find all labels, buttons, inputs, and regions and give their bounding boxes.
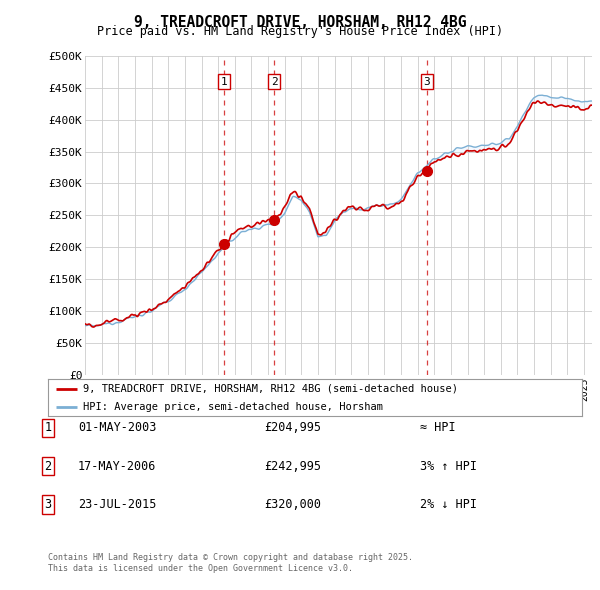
Text: 2: 2 [271,77,278,87]
Text: 23-JUL-2015: 23-JUL-2015 [78,498,157,511]
Text: £242,995: £242,995 [264,460,321,473]
Text: 01-MAY-2003: 01-MAY-2003 [78,421,157,434]
Text: 9, TREADCROFT DRIVE, HORSHAM, RH12 4BG: 9, TREADCROFT DRIVE, HORSHAM, RH12 4BG [134,15,466,30]
Text: ≈ HPI: ≈ HPI [420,421,455,434]
Text: HPI: Average price, semi-detached house, Horsham: HPI: Average price, semi-detached house,… [83,402,383,412]
Text: 3: 3 [424,77,430,87]
Text: £320,000: £320,000 [264,498,321,511]
Text: 1: 1 [44,421,52,434]
Text: 17-MAY-2006: 17-MAY-2006 [78,460,157,473]
Text: 3: 3 [44,498,52,511]
Text: 2: 2 [44,460,52,473]
Text: 3% ↑ HPI: 3% ↑ HPI [420,460,477,473]
Text: Contains HM Land Registry data © Crown copyright and database right 2025.
This d: Contains HM Land Registry data © Crown c… [48,553,413,573]
Text: 9, TREADCROFT DRIVE, HORSHAM, RH12 4BG (semi-detached house): 9, TREADCROFT DRIVE, HORSHAM, RH12 4BG (… [83,384,458,394]
Text: 2% ↓ HPI: 2% ↓ HPI [420,498,477,511]
Text: 1: 1 [220,77,227,87]
Text: Price paid vs. HM Land Registry's House Price Index (HPI): Price paid vs. HM Land Registry's House … [97,25,503,38]
Text: £204,995: £204,995 [264,421,321,434]
